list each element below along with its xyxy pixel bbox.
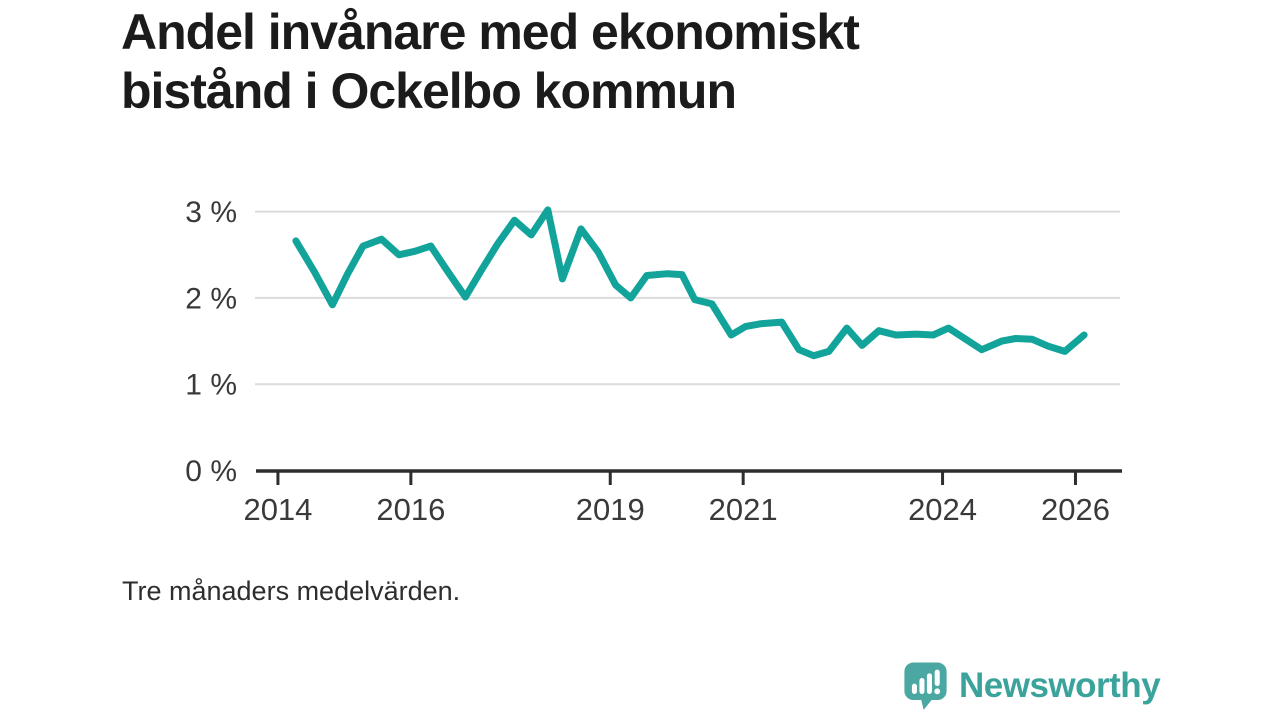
speech-bubble-shape (904, 662, 947, 710)
x-axis-label: 2024 (908, 492, 977, 527)
y-axis-label: 1 % (185, 369, 237, 402)
y-axis-label: 2 % (185, 282, 237, 315)
x-axis-label: 2016 (376, 492, 445, 527)
exclamation-stem (934, 669, 940, 686)
chart-title-line2: bistånd i Ockelbo kommun (121, 63, 737, 119)
y-axis-label: 0 % (185, 455, 237, 488)
y-axis-label: 3 % (185, 196, 237, 229)
bar-3 (926, 673, 932, 694)
chart-footnote: Tre månaders medelvärden. (122, 576, 461, 606)
newsworthy-logo-text: Newsworthy (959, 665, 1161, 705)
chart-title: Andel invånare med ekonomiskt bistånd i O… (121, 3, 1161, 121)
bar-1 (911, 683, 917, 694)
newsworthy-logo-icon (904, 662, 947, 710)
x-axis-label: 2021 (709, 492, 778, 527)
data-line (292, 206, 1088, 360)
x-axis-label: 2026 (1041, 492, 1110, 527)
x-axis-label: 2014 (243, 492, 312, 527)
exclamation-dot (934, 688, 941, 695)
bar-2 (919, 678, 925, 694)
newsworthy-logo: Newsworthy (903, 661, 1161, 710)
x-axis-label: 2019 (576, 492, 645, 527)
chart-title-line1: Andel invånare med ekonomiskt (121, 4, 860, 60)
